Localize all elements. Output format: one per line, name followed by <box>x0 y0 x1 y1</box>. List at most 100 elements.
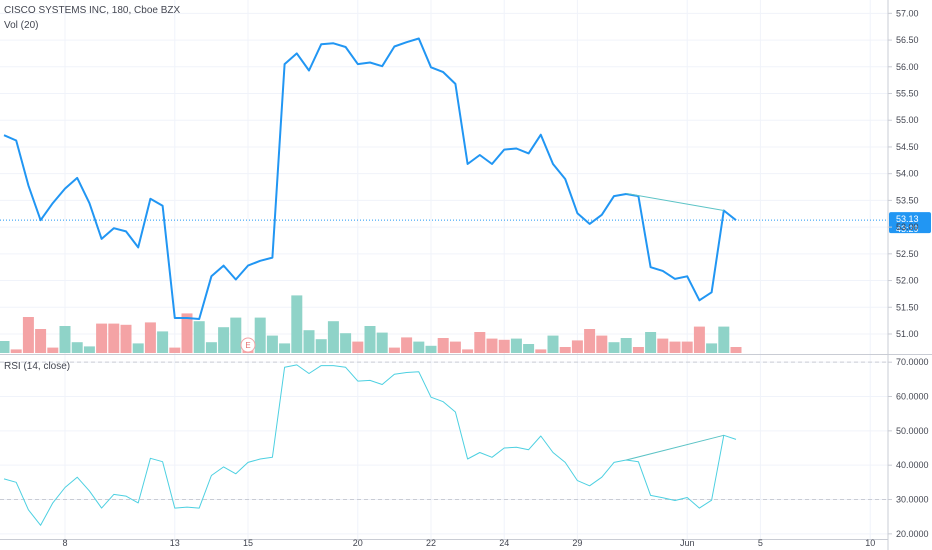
price-tick-label: 53.50 <box>896 195 919 205</box>
rsi-legend: RSI (14, close) <box>4 361 71 372</box>
volume-bar <box>462 349 474 353</box>
volume-bar <box>632 347 644 353</box>
volume-bar <box>645 332 657 353</box>
volume-bar <box>474 332 486 353</box>
x-tick-label: 15 <box>243 538 253 548</box>
volume-bar <box>35 329 47 353</box>
volume-bar <box>718 326 730 353</box>
volume-bar <box>596 335 608 353</box>
price-tick-label: 56.00 <box>896 62 919 72</box>
last-price-badge <box>889 212 931 234</box>
volume-bar <box>144 322 156 353</box>
volume-bar <box>730 347 742 353</box>
volume-bar <box>486 338 498 353</box>
rsi-tick-label: 70.0000 <box>896 357 929 367</box>
volume-bar <box>22 317 34 353</box>
volume-bar <box>547 335 559 353</box>
volume-bar <box>608 342 620 353</box>
volume-bar <box>669 341 681 353</box>
volume-bar <box>279 343 291 353</box>
volume-bar <box>376 332 388 353</box>
x-tick-label: 13 <box>170 538 180 548</box>
price-tick-label: 54.50 <box>896 142 919 152</box>
volume-legend: Vol (20) <box>4 20 39 31</box>
volume-bar <box>218 327 230 353</box>
volume-bar <box>315 339 327 353</box>
volume-bar <box>254 317 266 353</box>
price-tick-label: 53.00 <box>896 222 919 232</box>
volume-bar <box>706 343 718 353</box>
volume-bar <box>291 295 303 353</box>
volume-bar <box>303 330 315 353</box>
volume-bar <box>388 347 400 353</box>
volume-bar <box>584 329 596 353</box>
volume-bar <box>0 341 10 353</box>
price-tick-label: 52.50 <box>896 249 919 259</box>
price-trendline[interactable] <box>626 192 724 212</box>
volume-bar <box>340 333 352 353</box>
volume-bar <box>681 341 693 353</box>
grid-lines <box>0 0 888 539</box>
volume-bar <box>205 342 217 353</box>
last-price-label: 53.13 <box>896 214 919 224</box>
volume-bar <box>401 337 413 353</box>
volume-bar <box>437 338 449 353</box>
volume-bar <box>71 342 83 353</box>
volume-bar <box>132 343 144 353</box>
volume-bar <box>108 323 120 353</box>
volume-bar <box>120 324 132 353</box>
volume-bar <box>510 338 522 353</box>
price-tick-label: 55.00 <box>896 115 919 125</box>
rsi-series <box>3 364 737 526</box>
price-series <box>3 37 737 320</box>
volume-bar <box>47 347 59 353</box>
volume-bar <box>59 326 71 353</box>
x-tick-label: 29 <box>572 538 582 548</box>
x-tick-label: 8 <box>62 538 67 548</box>
price-line <box>3 37 737 320</box>
tick-labels: 8 13 15 20 22 24 29 Jun 5 10 57.00 56.50 56.00 55.50 5… <box>62 8 928 548</box>
x-tick-label: Jun <box>680 538 695 548</box>
x-tick-label: 20 <box>353 538 363 548</box>
price-tick-label: 51.00 <box>896 329 919 339</box>
volume-bar <box>193 321 205 353</box>
countdown-label: 43:29 <box>896 224 919 234</box>
volume-bar <box>535 349 547 353</box>
volume-bars <box>0 295 742 353</box>
price-tick-label: 56.50 <box>896 35 919 45</box>
earnings-marker[interactable] <box>240 337 256 353</box>
volume-bar <box>523 344 535 353</box>
rsi-tick-label: 40.0000 <box>896 460 929 470</box>
price-tick-label: 51.50 <box>896 302 919 312</box>
x-tick-label: 22 <box>426 538 436 548</box>
rsi-trendline[interactable] <box>626 434 724 461</box>
x-tick-label: 5 <box>758 538 763 548</box>
volume-bar <box>498 339 510 353</box>
x-tick-label: 10 <box>865 538 875 548</box>
volume-bar <box>181 313 193 353</box>
volume-bar <box>657 338 669 353</box>
volume-bar <box>352 341 364 353</box>
volume-bar <box>96 323 108 353</box>
earnings-marker-label: E <box>245 341 250 350</box>
volume-bar <box>364 326 376 353</box>
volume-bar <box>10 349 22 353</box>
price-tick-label: 57.00 <box>896 8 919 18</box>
volume-bar <box>693 326 705 353</box>
rsi-tick-label: 50.0000 <box>896 426 929 436</box>
volume-bar <box>620 338 632 353</box>
volume-bar <box>327 321 339 353</box>
volume-bar <box>230 317 242 353</box>
x-tick-label: 24 <box>499 538 509 548</box>
volume-bar <box>571 340 583 353</box>
volume-bar <box>83 346 95 353</box>
price-tick-label: 55.50 <box>896 89 919 99</box>
volume-bar <box>413 341 425 353</box>
rsi-tick-label: 30.0000 <box>896 495 929 505</box>
rsi-tick-label: 20.0000 <box>896 529 929 539</box>
symbol-legend: CISCO SYSTEMS INC, 180, Cboe BZX <box>4 5 181 16</box>
volume-bar <box>559 347 571 353</box>
